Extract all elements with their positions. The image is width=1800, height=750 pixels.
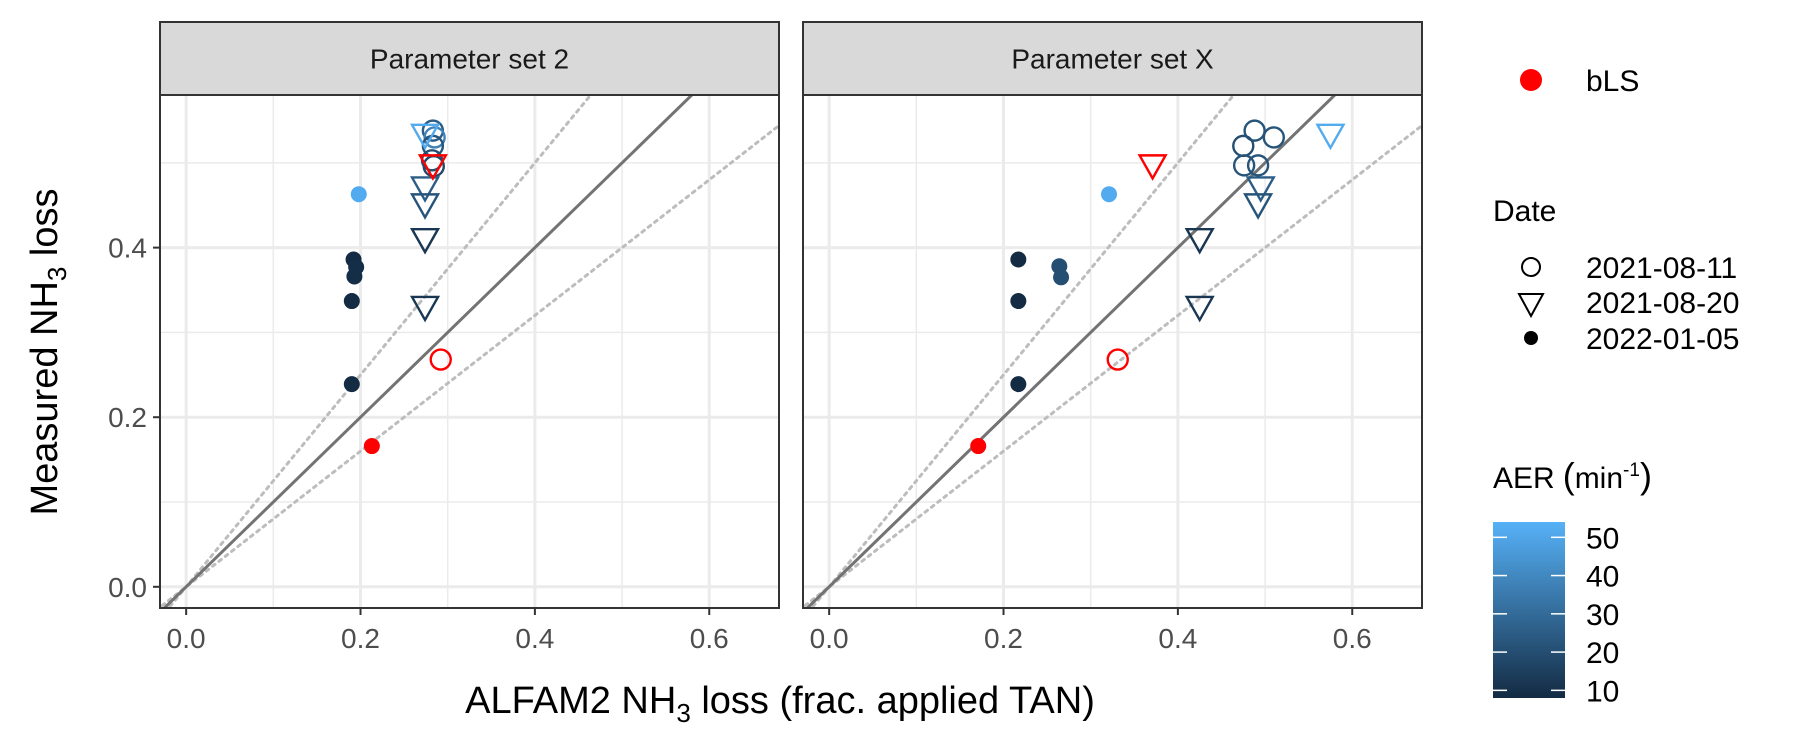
y-axis-title: Measured NH3 loss	[24, 188, 72, 515]
x-axis-title-pre: ALFAM2 NH	[465, 680, 676, 722]
panel-1: Parameter set 2 0.0 0.2 0.4 0.6 0.0 0.2 0.4	[108, 21, 780, 654]
point-circle-open	[429, 348, 452, 371]
point-circle-filled	[1053, 269, 1070, 286]
point-circle-open	[1262, 126, 1285, 149]
point-circle-filled	[363, 438, 380, 455]
legend: bLS Date 2021-08-11 2021-08-20 2022-01-0…	[1493, 65, 1739, 708]
colorbar-title-sup: -1	[1623, 460, 1640, 481]
point-circle-filled	[346, 268, 363, 285]
point-circle-filled	[1010, 376, 1027, 393]
colorbar-tick-label: 40	[1586, 561, 1619, 594]
legend-date-circle-open-key	[1521, 257, 1541, 277]
legend-colorbar-title: AER (min-1)	[1493, 455, 1652, 496]
panel-2-grid	[803, 95, 1422, 608]
point-circle-open	[423, 126, 446, 149]
legend-date-label-2: 2021-08-20	[1586, 287, 1739, 320]
x-tick-label: 0.6	[1333, 623, 1372, 654]
legend-bls-key	[1520, 69, 1542, 91]
dotted-reference-line	[803, 123, 1422, 608]
point-circle-filled	[1101, 186, 1118, 203]
point-triangle-open	[1137, 154, 1168, 181]
colorbar-title-paren-open: (	[1563, 455, 1575, 496]
colorbar-tick-label: 10	[1586, 675, 1619, 708]
point-circle-filled	[343, 293, 360, 310]
x-tick-label: 0.4	[1158, 623, 1197, 654]
point-triangle-open	[1245, 176, 1276, 203]
point-triangle-open	[409, 227, 441, 255]
colorbar-ticks: 10 20 30 40 50	[1493, 522, 1619, 708]
point-triangle-open	[1184, 227, 1215, 255]
panel-2: Parameter set X 0.0 0.2 0.4 0.6	[802, 21, 1423, 654]
y-axis-title-post: loss	[24, 188, 66, 266]
y-axis-title-pre: Measured NH	[24, 281, 66, 515]
panel-1-points	[343, 119, 452, 455]
panel-1-reference-lines	[160, 95, 779, 608]
x-tick-label: 0.4	[515, 623, 554, 654]
panel-2-strip-title: Parameter set X	[1011, 44, 1214, 75]
x-axis-title-post: loss (frac. applied TAN)	[691, 680, 1095, 722]
legend-bls-label: bLS	[1586, 65, 1639, 98]
y-tick-label: 0.4	[108, 233, 147, 264]
identity-line	[805, 95, 1337, 608]
legend-colorbar	[1493, 522, 1565, 698]
point-circle-filled	[1010, 293, 1027, 310]
point-triangle-open	[1184, 295, 1215, 323]
point-circle-open	[1246, 154, 1270, 177]
x-tick-label: 0.2	[341, 623, 380, 654]
point-circle-filled	[343, 376, 360, 393]
colorbar-title-text: AER	[1493, 462, 1555, 495]
point-circle-filled	[970, 438, 987, 455]
x-tick-label: 0.0	[167, 623, 206, 654]
point-triangle-open	[409, 193, 441, 220]
panel-1-background	[160, 95, 779, 608]
colorbar-tick-label: 20	[1586, 637, 1619, 670]
point-circle-open	[1106, 348, 1129, 371]
point-circle-open	[1232, 154, 1256, 177]
point-triangle-open	[1243, 193, 1274, 220]
x-tick-label: 0.0	[810, 623, 849, 654]
point-triangle-open	[409, 123, 441, 151]
legend-date-label-1: 2021-08-11	[1586, 252, 1737, 285]
panel-2-points	[970, 119, 1346, 455]
point-circle-filled	[350, 186, 367, 203]
y-tick-label: 0.0	[108, 572, 147, 603]
y-tick-label: 0.2	[108, 402, 147, 433]
legend-date-label-3: 2022-01-05	[1586, 323, 1739, 356]
colorbar-title-paren-close: )	[1640, 455, 1652, 496]
colorbar-title-unit: min	[1575, 462, 1623, 495]
point-triangle-open	[409, 295, 441, 323]
identity-line	[162, 95, 694, 608]
colorbar-tick-label: 30	[1586, 599, 1619, 632]
panels-layer: Parameter set 20.0 0.2 0.4 0.60.00.20.4Para…	[108, 21, 1423, 654]
dotted-reference-line	[166, 95, 593, 608]
panel-1-strip-title: Parameter set 2	[370, 44, 569, 75]
point-triangle-open	[417, 154, 448, 181]
dotted-reference-line	[809, 95, 1236, 608]
panel-2-strip	[802, 21, 1423, 96]
point-circle-filled	[1010, 251, 1027, 268]
point-triangle-open	[409, 176, 441, 203]
colorbar-tick-label: 50	[1586, 522, 1619, 555]
x-axis-title: ALFAM2 NH3 loss (frac. applied TAN)	[465, 680, 1095, 728]
x-axis-title-sub: 3	[676, 698, 690, 728]
legend-date-triangle-key	[1517, 293, 1545, 319]
legend-date-circle-filled-key	[1524, 331, 1538, 345]
panel-1-strip	[159, 21, 780, 96]
panel-1-grid	[160, 95, 779, 608]
point-circle-open	[1243, 119, 1266, 142]
dotted-reference-line	[160, 123, 779, 608]
x-tick-label: 0.2	[984, 623, 1023, 654]
y-axis-title-sub: 3	[42, 267, 72, 281]
x-tick-label: 0.6	[690, 623, 729, 654]
legend-date-title: Date	[1493, 195, 1556, 228]
point-triangle-open	[1315, 123, 1346, 151]
panel-2-reference-lines	[803, 95, 1422, 608]
